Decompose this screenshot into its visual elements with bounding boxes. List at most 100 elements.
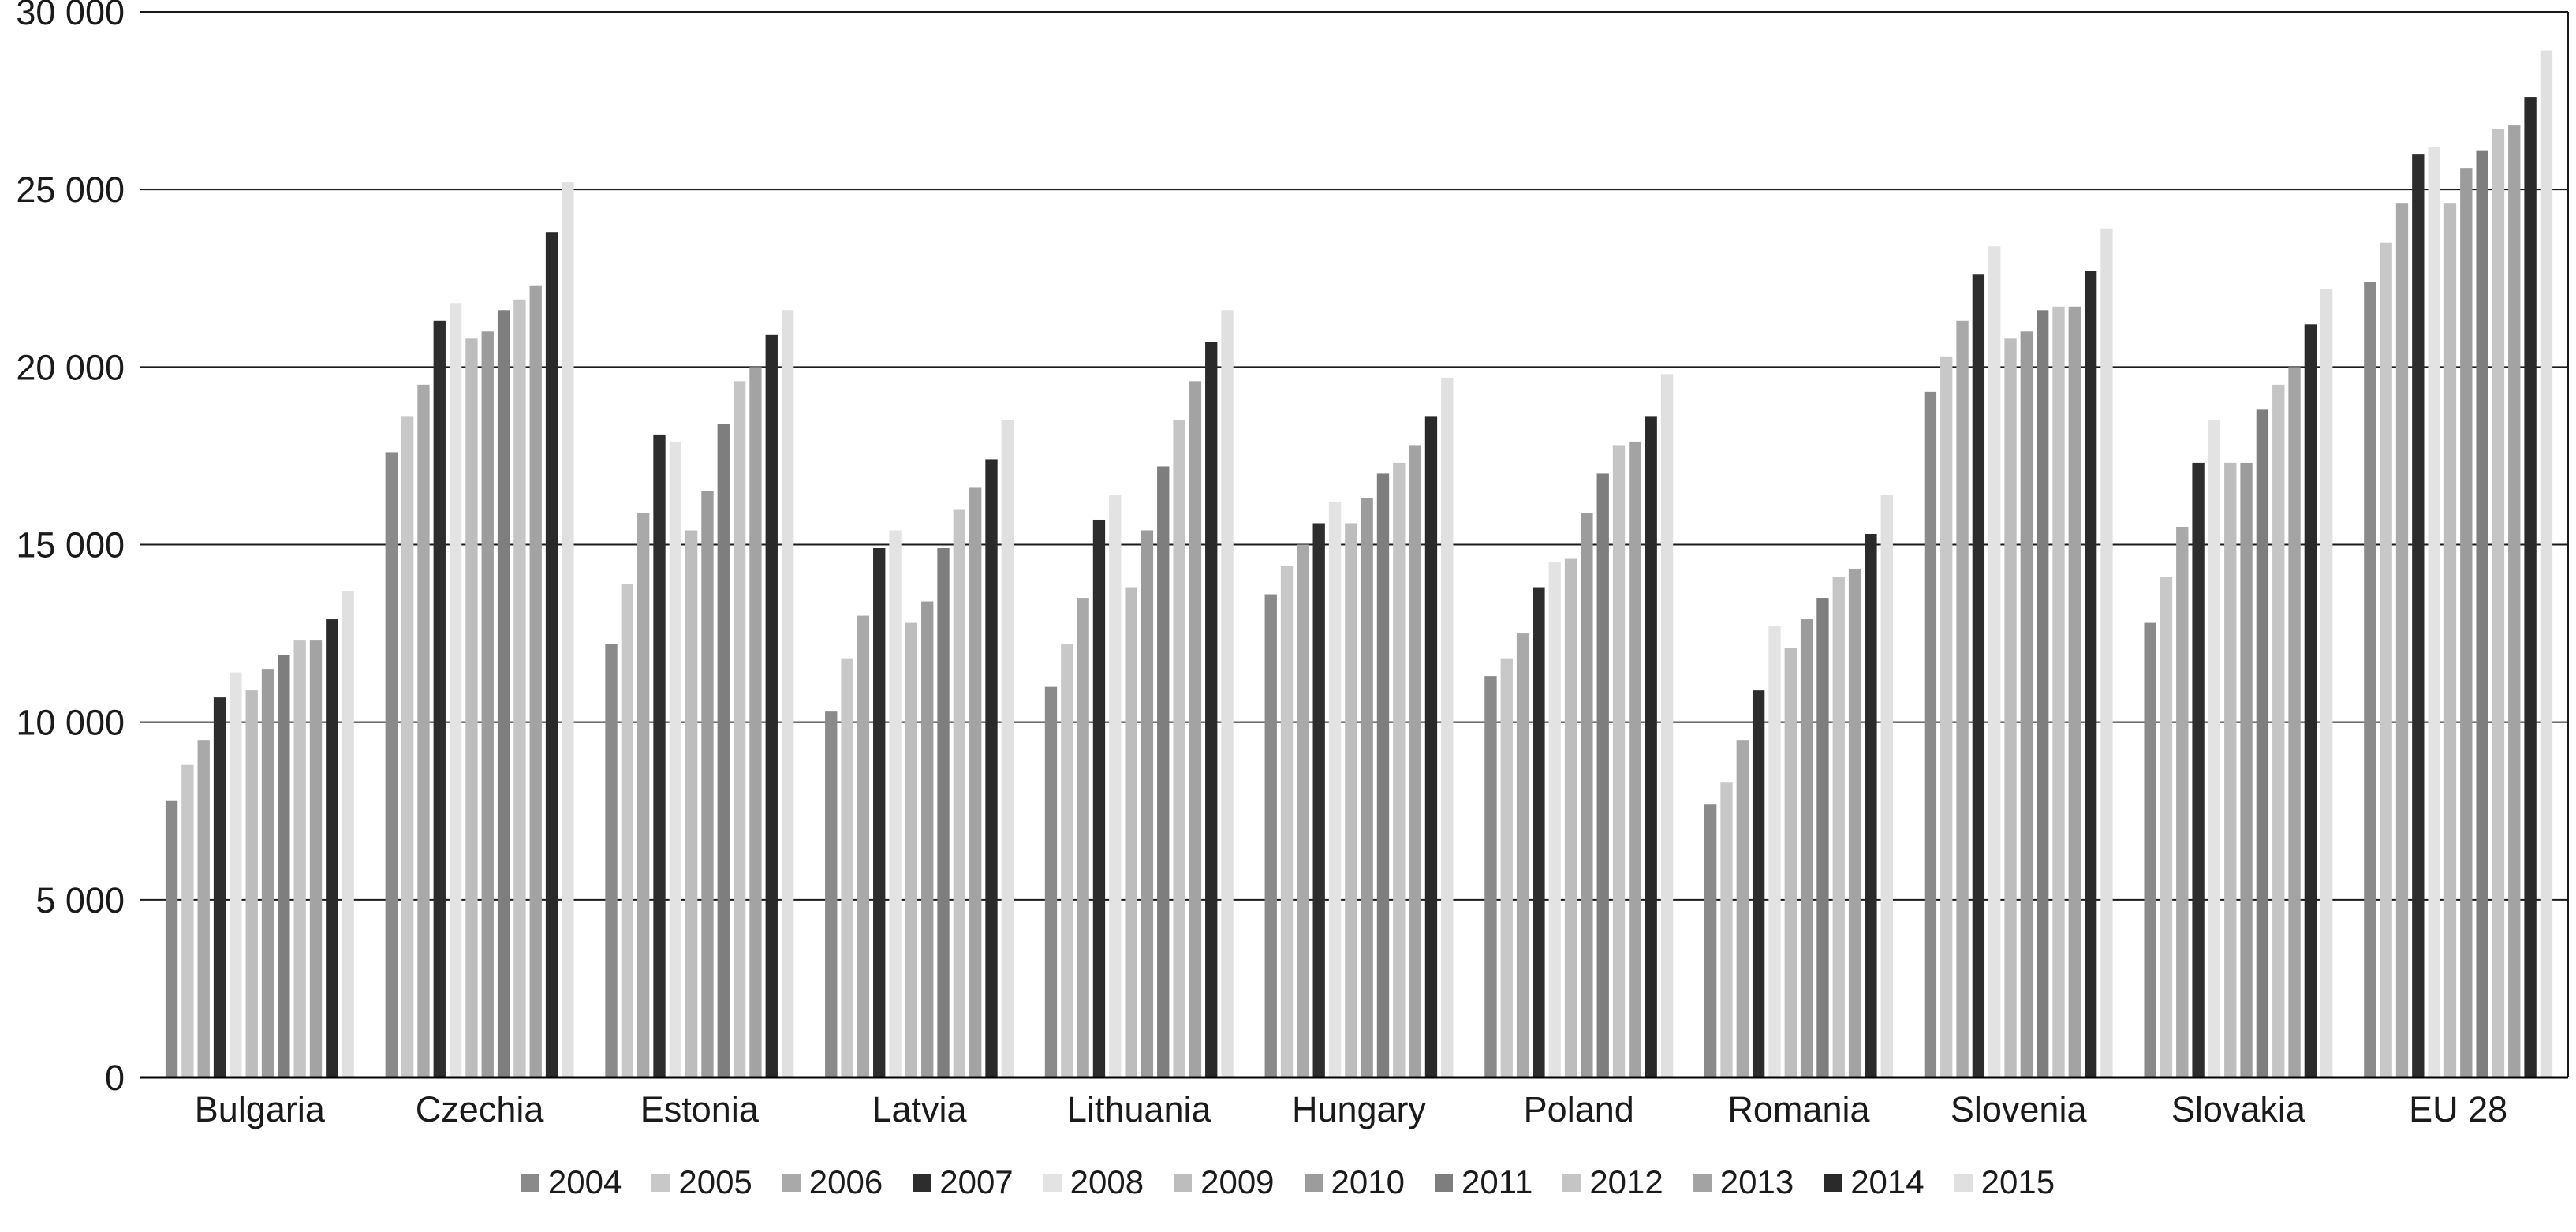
legend-swatch-icon [1304, 1173, 1323, 1192]
legend-item-2013: 2013 [1693, 1166, 1794, 1199]
bar-hungary-2006 [1297, 544, 1309, 1077]
bar-poland-2006 [1516, 633, 1529, 1077]
bar-latvia-2005 [841, 658, 853, 1077]
bar-eu28-2004 [2364, 282, 2376, 1077]
bar-lithuania-2005 [1061, 644, 1073, 1077]
bar-slovakia-2005 [2160, 577, 2173, 1077]
x-axis-category-label: EU 28 [2409, 1089, 2507, 1129]
y-axis-tick-label: 10 000 [16, 703, 125, 743]
legend-label: 2008 [1070, 1163, 1144, 1200]
bar-slovakia-2006 [2176, 526, 2189, 1077]
chart-legend: 2004 2005 2006 2007 2008 2009 2010 2011 2012 2013… [0, 1166, 2576, 1199]
legend-label: 2005 [678, 1163, 752, 1200]
bar-lithuania-2006 [1077, 598, 1089, 1077]
bar-slovenia-2010 [2020, 331, 2033, 1077]
bar-czechia-2011 [497, 310, 510, 1077]
bar-eu28-2012 [2492, 129, 2505, 1078]
legend-item-2015: 2015 [1954, 1166, 2055, 1199]
legend-label: 2011 [1461, 1163, 1533, 1200]
bar-latvia-2004 [825, 711, 838, 1077]
bar-slovenia-2006 [1956, 320, 1969, 1077]
legend-swatch-icon [913, 1173, 931, 1192]
bar-czechia-2013 [529, 285, 542, 1077]
bar-bulgaria-2011 [278, 655, 290, 1077]
bar-eu28-2011 [2476, 150, 2488, 1077]
bar-slovenia-2014 [2084, 271, 2097, 1077]
x-axis-category-label: Poland [1524, 1089, 1634, 1129]
bar-romania-2014 [1865, 533, 1877, 1077]
bar-bulgaria-2007 [213, 697, 226, 1077]
bar-poland-2010 [1581, 512, 1593, 1077]
legend-label: 2010 [1331, 1163, 1405, 1200]
bar-slovakia-2008 [2208, 420, 2221, 1077]
bar-romania-2007 [1752, 690, 1765, 1077]
bar-estonia-2011 [717, 424, 730, 1077]
bar-romania-2004 [1704, 804, 1717, 1077]
bar-eu28-2013 [2508, 125, 2521, 1078]
bar-romania-2012 [1832, 577, 1845, 1077]
bar-lithuania-2007 [1092, 519, 1106, 1077]
bar-bulgaria-2005 [181, 764, 194, 1077]
x-axis-category-label: Estonia [640, 1089, 760, 1129]
bar-slovenia-2009 [2004, 338, 2017, 1077]
legend-item-2004: 2004 [521, 1166, 622, 1199]
x-axis-category-label: Romania [1727, 1089, 1870, 1129]
legend-swatch-icon [1043, 1173, 1062, 1192]
legend-label: 2007 [939, 1163, 1014, 1200]
bar-latvia-2009 [905, 622, 918, 1077]
bar-latvia-2006 [857, 615, 870, 1077]
bar-hungary-2009 [1345, 523, 1357, 1077]
legend-item-2011: 2011 [1434, 1163, 1533, 1200]
bar-latvia-2014 [985, 459, 998, 1077]
bar-latvia-2007 [873, 548, 886, 1077]
bar-bulgaria-2010 [261, 669, 274, 1077]
x-axis-category-label: Slovenia [1951, 1089, 2088, 1129]
legend-swatch-icon [782, 1173, 801, 1192]
legend-label: 2014 [1850, 1163, 1925, 1200]
bar-slovakia-2012 [2272, 384, 2285, 1078]
legend-swatch-icon [1174, 1173, 1193, 1192]
bar-hungary-2015 [1441, 377, 1454, 1078]
bar-eu28-2009 [2443, 203, 2457, 1078]
bar-latvia-2012 [953, 509, 966, 1077]
bar-czechia-2008 [449, 303, 462, 1077]
bar-slovenia-2012 [2052, 306, 2065, 1077]
legend-label: 2015 [1981, 1163, 2055, 1200]
bar-eu28-2007 [2412, 154, 2425, 1077]
bar-lithuania-2013 [1189, 381, 1202, 1078]
x-axis-category-label: Slovakia [2171, 1089, 2306, 1129]
bar-estonia-2010 [701, 491, 714, 1077]
bar-bulgaria-2008 [230, 672, 242, 1077]
bar-romania-2005 [1720, 782, 1733, 1077]
bar-czechia-2005 [401, 416, 414, 1077]
x-axis-category-label: Hungary [1292, 1089, 1427, 1129]
bar-bulgaria-2006 [197, 740, 210, 1077]
bar-hungary-2004 [1264, 594, 1277, 1077]
bar-eu28-2014 [2524, 97, 2537, 1078]
bar-slovakia-2011 [2256, 409, 2269, 1077]
bar-czechia-2009 [465, 338, 478, 1077]
bar-czechia-2010 [481, 331, 494, 1077]
legend-label: 2009 [1200, 1163, 1275, 1200]
bar-romania-2009 [1784, 648, 1797, 1077]
bar-poland-2004 [1484, 676, 1497, 1077]
bar-eu28-2010 [2460, 168, 2473, 1077]
bar-czechia-2014 [545, 232, 558, 1078]
bar-romania-2010 [1800, 619, 1813, 1077]
bar-czechia-2004 [385, 452, 398, 1077]
bar-slovakia-2007 [2192, 462, 2205, 1077]
bar-latvia-2010 [921, 601, 934, 1077]
bar-estonia-2015 [781, 310, 794, 1077]
bar-romania-2008 [1768, 626, 1781, 1077]
bar-lithuania-2008 [1109, 495, 1122, 1077]
legend-swatch-icon [1693, 1173, 1712, 1192]
bar-lithuania-2012 [1173, 420, 1185, 1077]
bar-lithuania-2004 [1044, 686, 1058, 1077]
bar-eu28-2005 [2380, 242, 2392, 1078]
bar-poland-2007 [1533, 587, 1545, 1077]
x-axis-category-label: Bulgaria [195, 1089, 326, 1129]
legend-label: 2013 [1719, 1163, 1794, 1200]
bar-romania-2011 [1816, 598, 1829, 1077]
